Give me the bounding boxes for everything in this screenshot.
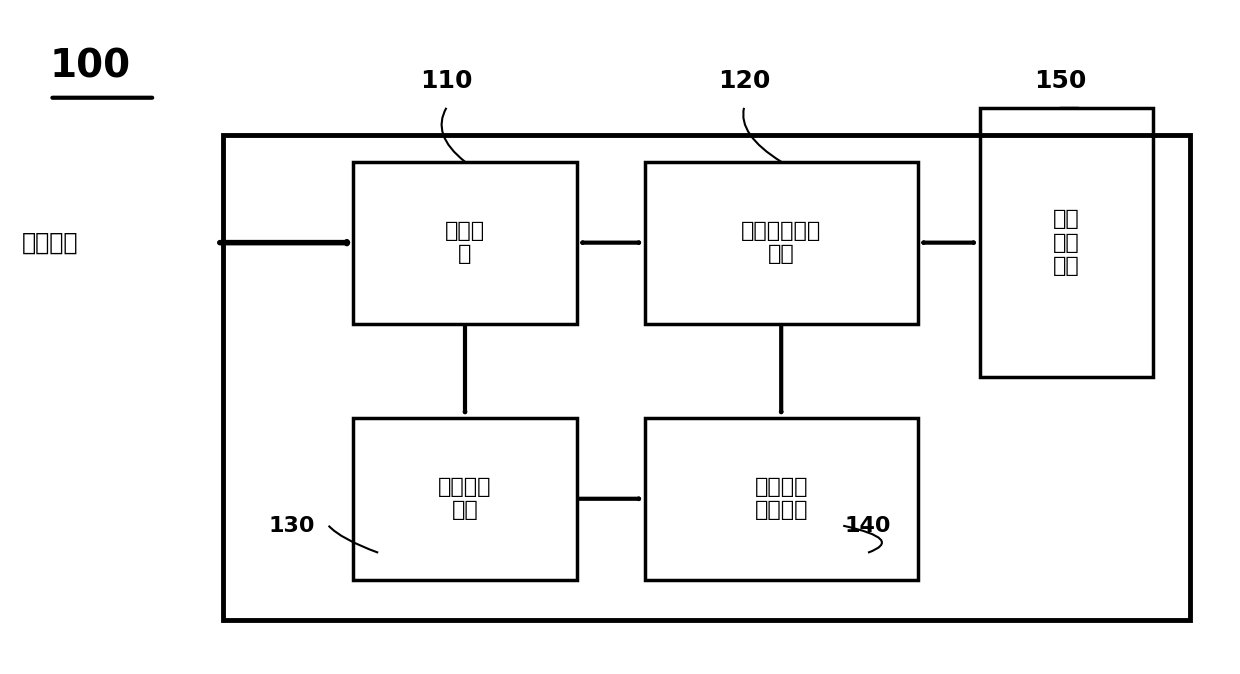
Text: 主控制
器: 主控制 器 — [445, 221, 485, 264]
Text: 数据信号
产生模块: 数据信号 产生模块 — [754, 477, 808, 520]
Text: 显示信息处理
模块: 显示信息处理 模块 — [742, 221, 821, 264]
Bar — [980, 108, 1153, 377]
Bar — [353, 418, 577, 580]
Text: 120: 120 — [718, 69, 770, 93]
Text: 外部信号: 外部信号 — [21, 231, 78, 255]
Text: 110: 110 — [420, 69, 472, 93]
Text: 电压产生
模块: 电压产生 模块 — [438, 477, 492, 520]
Bar — [353, 162, 577, 324]
Text: 140: 140 — [844, 516, 892, 536]
Text: 预存
数据
模块: 预存 数据 模块 — [1053, 210, 1080, 276]
Bar — [223, 135, 1190, 620]
Bar — [645, 162, 918, 324]
Text: 100: 100 — [50, 47, 130, 85]
Bar — [645, 418, 918, 580]
Text: 150: 150 — [1034, 69, 1086, 93]
Text: 130: 130 — [268, 516, 315, 536]
